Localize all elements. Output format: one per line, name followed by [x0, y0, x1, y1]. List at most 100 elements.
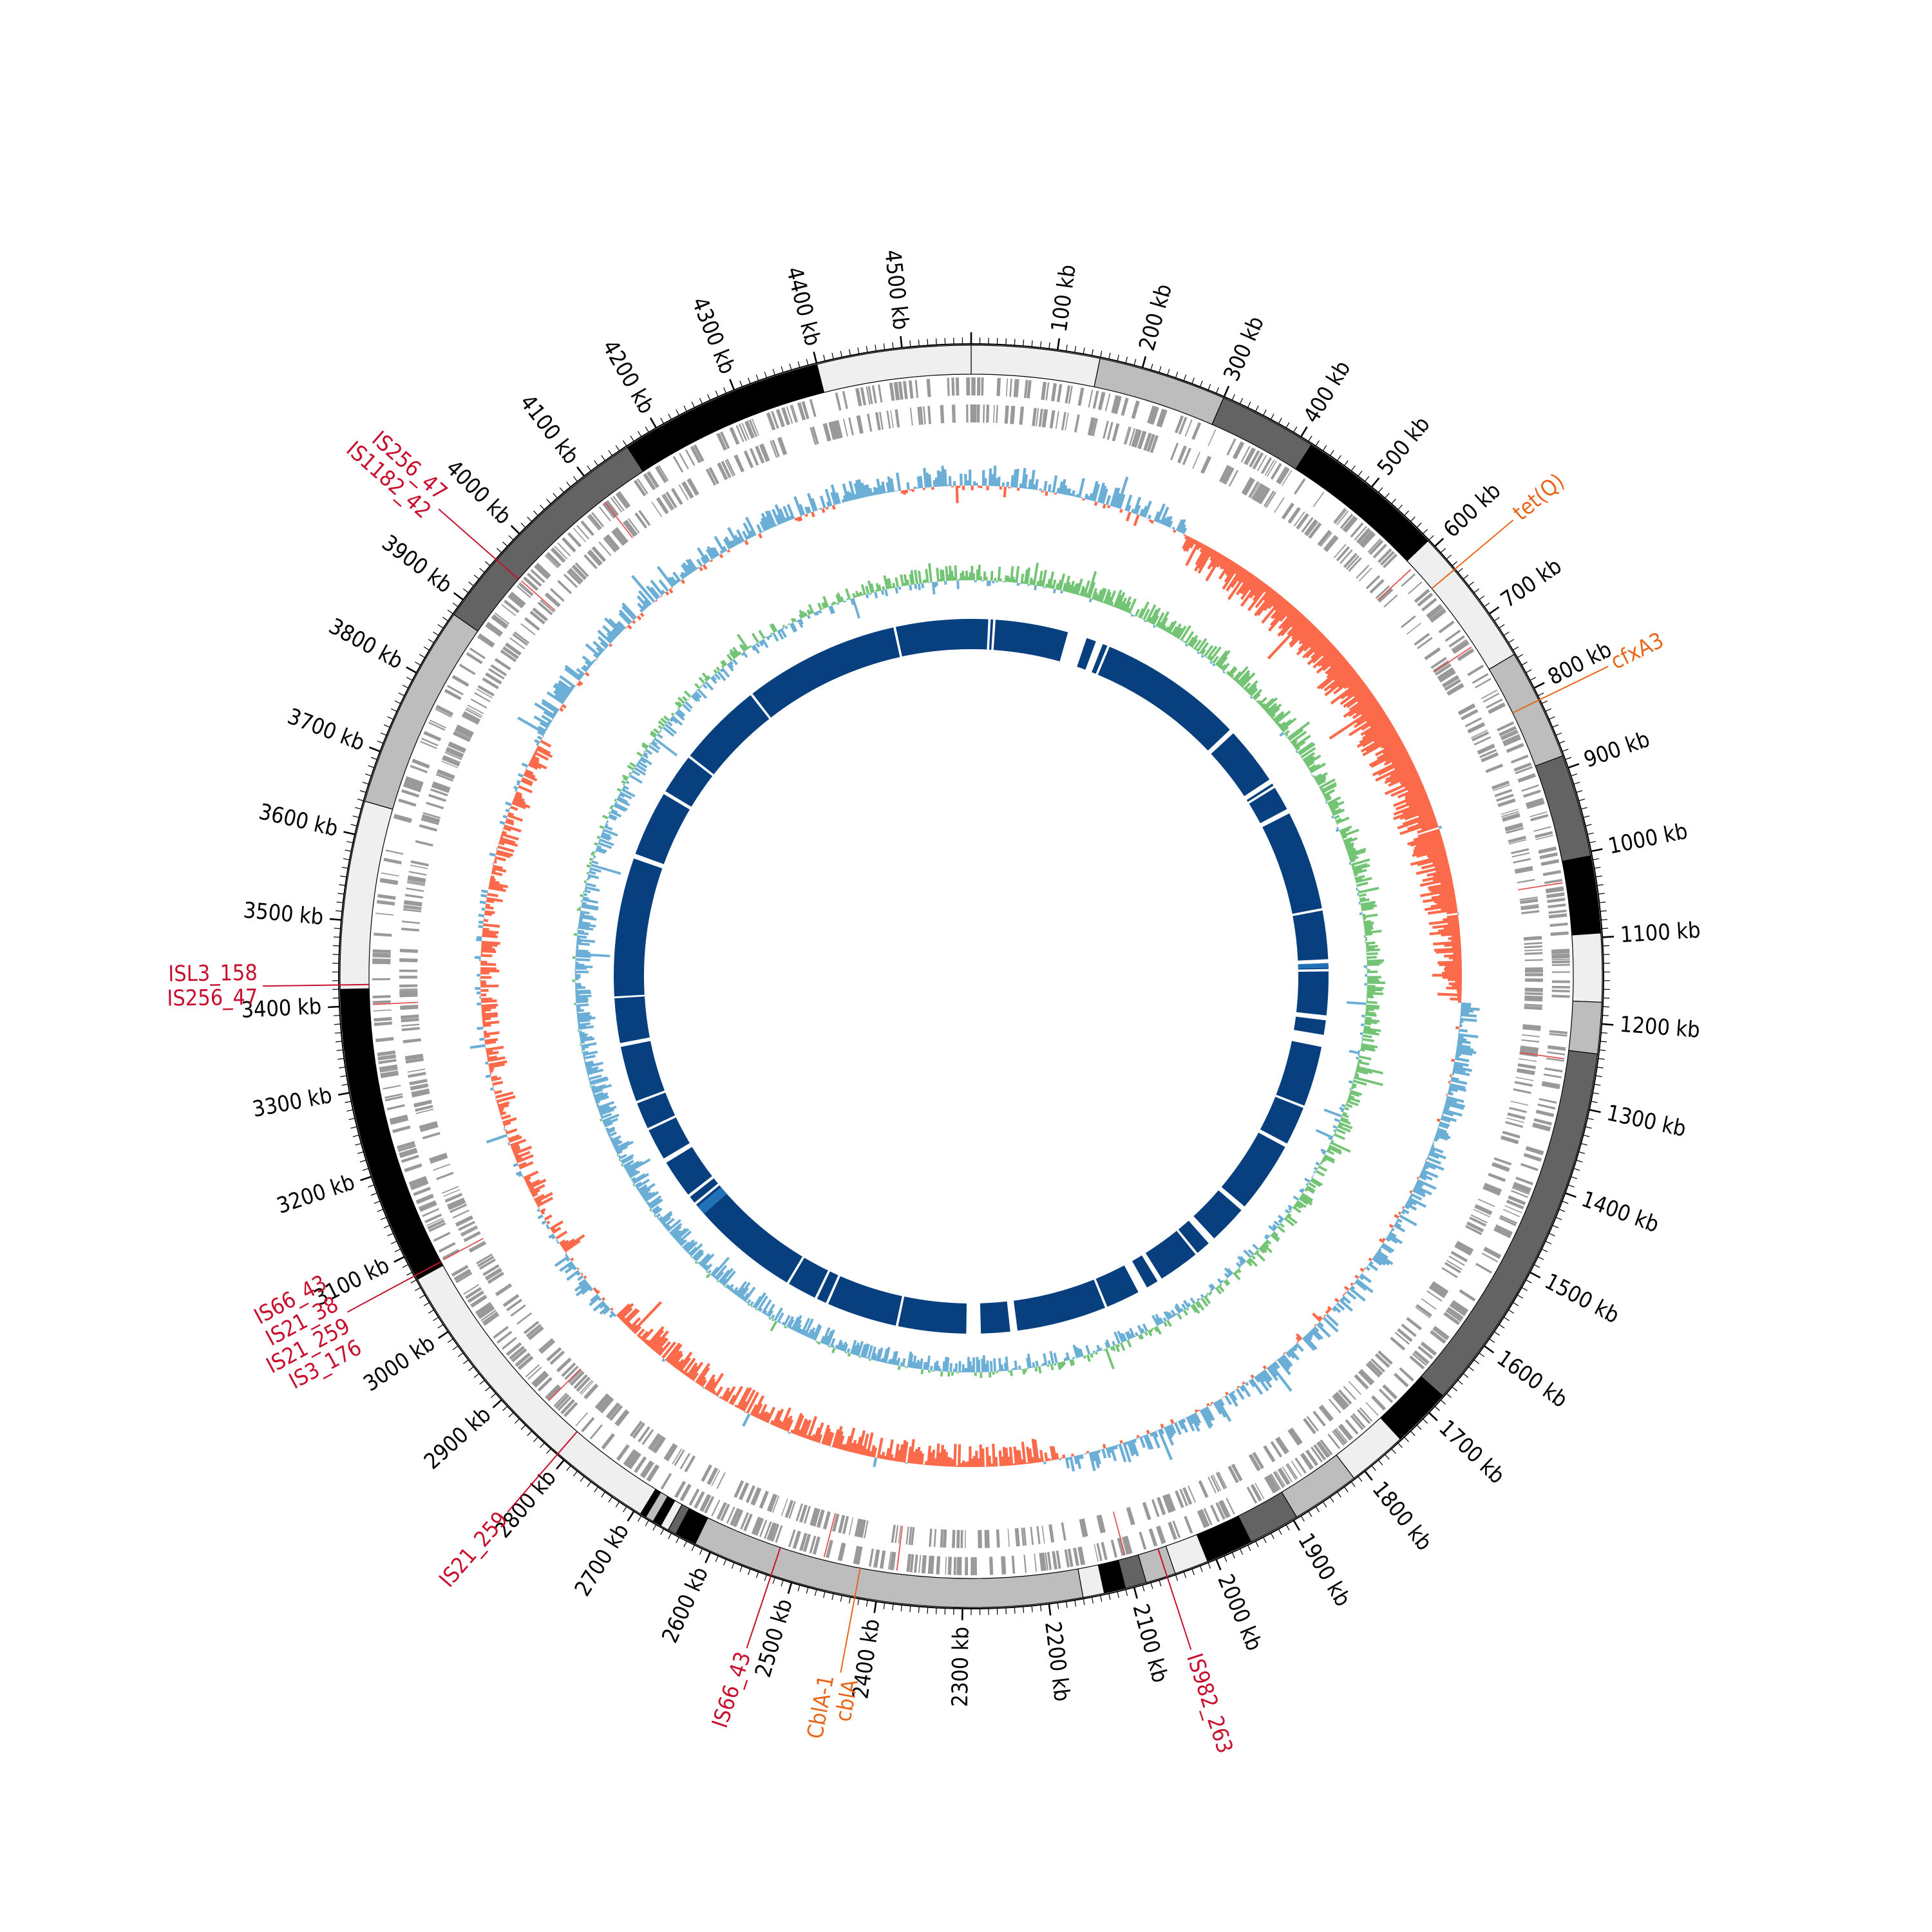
gc-content-bar — [548, 1233, 555, 1239]
gc-skew-bar — [768, 635, 771, 638]
gc-skew-bar — [741, 644, 748, 651]
minor-tick — [566, 482, 571, 488]
gc-content-bar — [521, 762, 529, 768]
gc-content-bar — [482, 934, 498, 938]
gc-skew-bar — [682, 703, 692, 712]
major-tick — [438, 1331, 449, 1340]
minor-tick — [1117, 354, 1119, 361]
gc-content-bar — [1235, 573, 1253, 596]
cds-feature — [497, 1285, 513, 1296]
gc-content-bar — [1359, 1273, 1372, 1283]
blast-hit-block — [1262, 813, 1322, 914]
cds-feature — [605, 500, 619, 516]
gc-skew-bar — [1129, 1327, 1135, 1338]
cds-feature — [1494, 789, 1513, 797]
gc-content-bar — [1385, 1237, 1391, 1242]
gc-skew-bar — [1346, 1101, 1348, 1104]
gc-skew-bar — [924, 579, 927, 583]
blast-hit-block — [614, 996, 650, 1043]
gc-skew-bar — [786, 1316, 794, 1328]
minor-tick — [1285, 1524, 1290, 1531]
gc-content-bar — [488, 1063, 505, 1069]
cds-feature — [430, 1155, 448, 1164]
gc-skew-bar — [584, 887, 587, 891]
minor-tick — [339, 884, 346, 886]
gc-skew-bar — [1043, 1362, 1046, 1366]
cds-feature — [909, 1554, 914, 1573]
cds-feature — [1258, 487, 1271, 505]
cds-feature — [1450, 1252, 1467, 1263]
annotation-label: IS66_43 — [707, 1649, 756, 1731]
cds-feature — [1271, 1473, 1282, 1490]
cds-feature — [511, 1348, 527, 1363]
gc-content-bar — [1402, 811, 1435, 826]
cds-feature — [1517, 1069, 1535, 1075]
minor-tick — [334, 927, 341, 929]
gc-content-bar — [1168, 520, 1173, 528]
gc-skew-bar — [721, 659, 728, 666]
gc-skew-bar — [1223, 1280, 1229, 1287]
minor-tick — [362, 782, 369, 785]
minor-tick — [1530, 677, 1536, 681]
gc-skew-bar — [1274, 710, 1291, 724]
gc-skew-bar — [782, 624, 786, 628]
gc-content-bar — [1461, 1002, 1472, 1006]
cds-feature — [557, 1396, 572, 1411]
gc-content-bar — [639, 1331, 649, 1341]
minor-tick — [553, 493, 558, 498]
gc-skew-bar — [1356, 882, 1368, 887]
gc-skew-bar — [1110, 1346, 1114, 1350]
gc-skew-bar — [928, 563, 933, 583]
gc-content-bar — [1412, 1189, 1426, 1198]
gc-content-bar — [1357, 691, 1372, 703]
cds-feature — [549, 1350, 565, 1365]
minor-tick — [1545, 1240, 1552, 1245]
gc-skew-bar — [736, 634, 749, 650]
gc-content-bar — [1193, 540, 1198, 545]
gc-skew-bar — [1263, 1242, 1269, 1248]
cds-feature — [1273, 497, 1285, 513]
gc-skew-bar — [1020, 573, 1025, 584]
cds-feature — [983, 404, 985, 423]
gc-content-bar — [1278, 608, 1298, 630]
cds-feature — [743, 1513, 753, 1531]
gc-content-bar — [1058, 481, 1064, 494]
cds-feature — [465, 708, 482, 719]
gc-skew-bar — [1273, 713, 1285, 723]
gc-content-bar — [1382, 1237, 1386, 1242]
gc-skew-bar — [576, 1012, 591, 1016]
cds-feature — [1524, 959, 1543, 961]
gc-content-bar — [1274, 598, 1286, 612]
gc-content-bar — [911, 1451, 916, 1464]
gc-skew-bar — [636, 751, 643, 757]
gc-skew-bar — [583, 1055, 585, 1058]
gc-content-bar — [667, 1343, 683, 1363]
gc-content-bar — [486, 1049, 493, 1054]
cds-feature — [1068, 386, 1073, 404]
major-tick — [368, 746, 381, 753]
gc-content-bar — [675, 1359, 685, 1370]
gc-skew-bar — [895, 587, 899, 594]
minor-tick — [452, 1345, 459, 1350]
cds-feature — [1549, 1030, 1567, 1034]
gc-skew-bar — [978, 564, 981, 581]
gc-content-bar — [1245, 1382, 1249, 1387]
gc-skew-bar — [1189, 634, 1198, 647]
gc-content-bar — [1166, 1425, 1173, 1439]
gc-content-bar — [1417, 828, 1440, 838]
gc-skew-bar — [1361, 907, 1374, 911]
gc-skew-bar — [1071, 586, 1075, 594]
gc-content-bar — [1205, 1406, 1215, 1421]
gc-content-bar — [608, 618, 623, 633]
gc-skew-bar — [1355, 1071, 1358, 1074]
minor-tick — [1555, 1217, 1562, 1220]
gc-content-bar — [1135, 504, 1141, 515]
gc-content-bar — [518, 1173, 523, 1177]
gc-skew-bar — [586, 871, 589, 875]
cds-feature — [1256, 455, 1267, 471]
gc-skew-bar — [732, 647, 741, 656]
gc-skew-bar — [1132, 614, 1135, 617]
gc-content-bar — [740, 1401, 748, 1411]
cds-feature — [685, 449, 696, 466]
gc-content-bar — [704, 1374, 716, 1390]
